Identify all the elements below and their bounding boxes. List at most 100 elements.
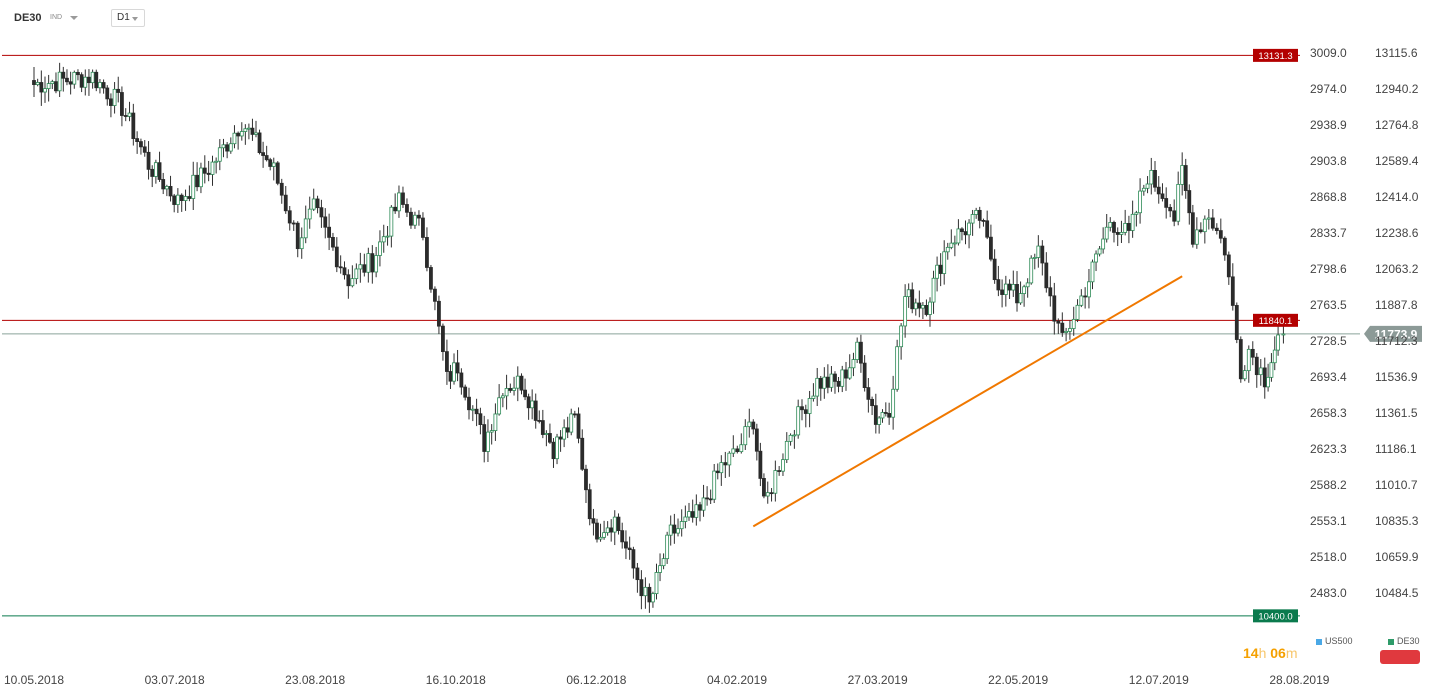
- left-axis-tick-label: 2868.8: [1310, 190, 1347, 204]
- candle: [963, 220, 968, 245]
- candle: [1094, 250, 1098, 272]
- candle-body: [1238, 339, 1243, 380]
- candle: [112, 82, 117, 114]
- candle: [413, 211, 417, 229]
- candle: [727, 451, 732, 477]
- candle: [1011, 270, 1016, 297]
- candle-body: [1194, 229, 1199, 245]
- symbol-label[interactable]: DE30: [14, 12, 42, 24]
- candle: [576, 407, 581, 444]
- candle-body: [683, 516, 688, 522]
- candle-body: [851, 359, 856, 369]
- candle-body: [153, 162, 158, 177]
- candle: [701, 484, 706, 517]
- candle-body: [981, 220, 986, 222]
- candle-body: [1198, 229, 1203, 233]
- candle: [1018, 281, 1023, 305]
- candle-body: [417, 214, 421, 219]
- candle: [448, 364, 453, 389]
- candle: [271, 157, 276, 181]
- candle-body: [500, 395, 505, 399]
- candle-body: [605, 527, 610, 534]
- candle: [254, 120, 258, 138]
- candle-body: [470, 408, 475, 411]
- candle-body: [76, 71, 80, 76]
- candle: [72, 70, 77, 89]
- left-axis-tick-label: 2518.0: [1310, 550, 1347, 564]
- candle-body: [587, 489, 592, 520]
- right-axis-tick-label: 10659.9: [1375, 550, 1419, 564]
- candle-body: [727, 452, 732, 466]
- candle-body: [246, 127, 251, 130]
- candle: [672, 513, 677, 544]
- candle-body: [303, 218, 308, 239]
- candle-body: [873, 405, 878, 425]
- candle-body: [452, 362, 456, 382]
- candle-body: [112, 88, 117, 106]
- candle: [354, 263, 359, 285]
- candle: [275, 161, 280, 186]
- candle: [1112, 220, 1116, 243]
- candle: [784, 432, 789, 464]
- candle: [358, 252, 363, 283]
- candle-body: [338, 266, 343, 269]
- candle: [39, 70, 44, 106]
- candle: [1029, 255, 1034, 285]
- candles: [32, 62, 1286, 613]
- candle-body: [945, 246, 950, 253]
- candle-body: [512, 387, 516, 391]
- candle: [206, 160, 211, 182]
- candle: [1115, 227, 1120, 247]
- candle: [609, 519, 614, 542]
- candle-body: [996, 279, 1001, 291]
- candle-body: [1071, 318, 1076, 329]
- candle: [433, 286, 437, 311]
- candle: [800, 399, 804, 421]
- candle-body: [1108, 222, 1113, 228]
- candle-body: [283, 194, 288, 212]
- candle: [661, 553, 666, 570]
- candle: [544, 430, 549, 447]
- candle: [327, 213, 332, 251]
- left-axis-tick-label: 2763.5: [1310, 298, 1347, 312]
- level-badge-bg: [1253, 313, 1298, 327]
- candle-body: [175, 194, 180, 205]
- candle-body: [342, 267, 347, 276]
- candle: [1064, 327, 1069, 342]
- candle: [378, 230, 382, 267]
- candle: [331, 232, 335, 251]
- candle: [836, 376, 841, 393]
- candle: [815, 367, 820, 407]
- candle: [287, 206, 292, 231]
- legend-item-de30[interactable]: DE30: [1388, 636, 1420, 646]
- candle-body: [1036, 245, 1041, 258]
- candle-body: [1141, 187, 1146, 192]
- candle: [743, 419, 748, 450]
- legend-item-us500[interactable]: US500: [1316, 636, 1353, 646]
- candle-body: [1104, 226, 1109, 240]
- chevron-down-icon: [132, 17, 138, 21]
- sell-button[interactable]: [1380, 650, 1420, 664]
- candle-body: [1214, 227, 1219, 231]
- candle: [76, 69, 80, 81]
- candle: [500, 393, 505, 408]
- candle: [214, 157, 219, 174]
- candle: [1040, 240, 1045, 276]
- candle: [1226, 251, 1231, 285]
- chevron-down-icon[interactable]: [70, 16, 78, 20]
- right-axis-tick-label: 11887.8: [1375, 298, 1418, 312]
- legend-label: US500: [1325, 636, 1353, 646]
- candle-body: [243, 128, 248, 132]
- candle-body: [1068, 328, 1072, 332]
- candle-body: [862, 362, 867, 388]
- candle-body: [526, 396, 531, 409]
- candle: [334, 237, 339, 273]
- candle-body: [1075, 304, 1080, 320]
- timeframe-select[interactable]: D1: [111, 9, 145, 27]
- right-price-axis: 13115.6 12940.2 12764.8 12589.4 12414.0 12238…: [1375, 46, 1419, 600]
- candle: [1087, 268, 1091, 309]
- candle: [397, 185, 401, 218]
- candle-body: [236, 132, 241, 137]
- candle-body: [917, 302, 922, 309]
